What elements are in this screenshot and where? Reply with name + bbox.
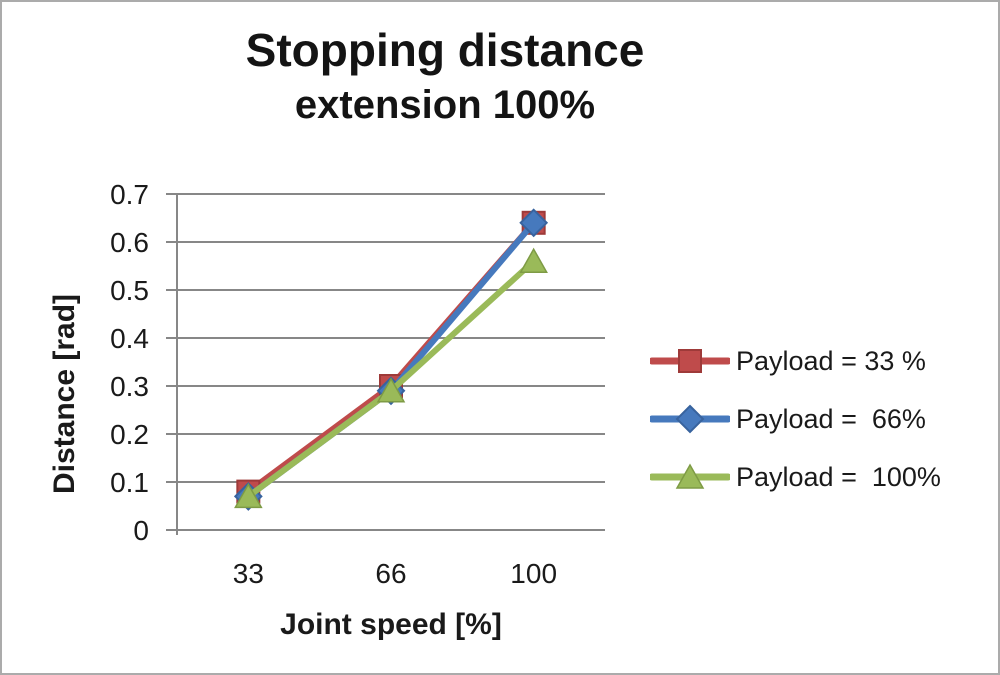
legend-marker-triangle-icon	[650, 463, 730, 489]
legend-label: Payload = 66%	[736, 403, 926, 434]
chart-subtitle: extension 100%	[294, 83, 596, 127]
legend-item: Payload = 33 %	[650, 332, 941, 390]
chart-title-block: Stopping distance extension 100%	[2, 22, 888, 128]
square-marker	[678, 349, 702, 373]
y-tick-label: 0.1	[110, 467, 149, 498]
legend-marker-diamond-icon	[650, 404, 730, 434]
triangle-marker	[376, 377, 406, 403]
x-tick-label: 33	[233, 558, 264, 589]
y-tick-label: 0.4	[110, 323, 149, 354]
y-tick-label: 0.5	[110, 275, 149, 306]
diamond-marker	[519, 208, 549, 238]
diamond-marker	[675, 404, 705, 434]
legend-label: Payload = 100%	[736, 461, 941, 492]
y-tick-label: 0.6	[110, 227, 149, 258]
y-tick-label: 0	[133, 515, 149, 546]
legend-item: Payload = 66%	[650, 390, 941, 448]
triangle-marker	[234, 482, 263, 509]
series-line	[245, 219, 537, 500]
triangle-marker	[675, 463, 705, 489]
y-tick-label: 0.7	[110, 179, 149, 210]
legend-label: Payload = 33 %	[736, 345, 926, 376]
triangle-marker	[519, 247, 548, 273]
chart-legend: Payload = 33 % Payload = 66% Payload = 1…	[650, 332, 941, 506]
x-tick-label: 100	[510, 558, 557, 589]
y-tick-label: 0.2	[110, 419, 149, 450]
x-axis-title: Joint speed [%]	[280, 608, 502, 641]
legend-item: Payload = 100%	[650, 448, 941, 506]
y-axis-title: Distance [rad]	[48, 294, 81, 494]
series-line	[245, 219, 537, 495]
legend-marker-square-icon	[650, 349, 730, 373]
chart-title: Stopping distance	[245, 24, 645, 76]
x-tick-label: 66	[375, 558, 406, 589]
y-tick-label: 0.3	[110, 371, 149, 402]
